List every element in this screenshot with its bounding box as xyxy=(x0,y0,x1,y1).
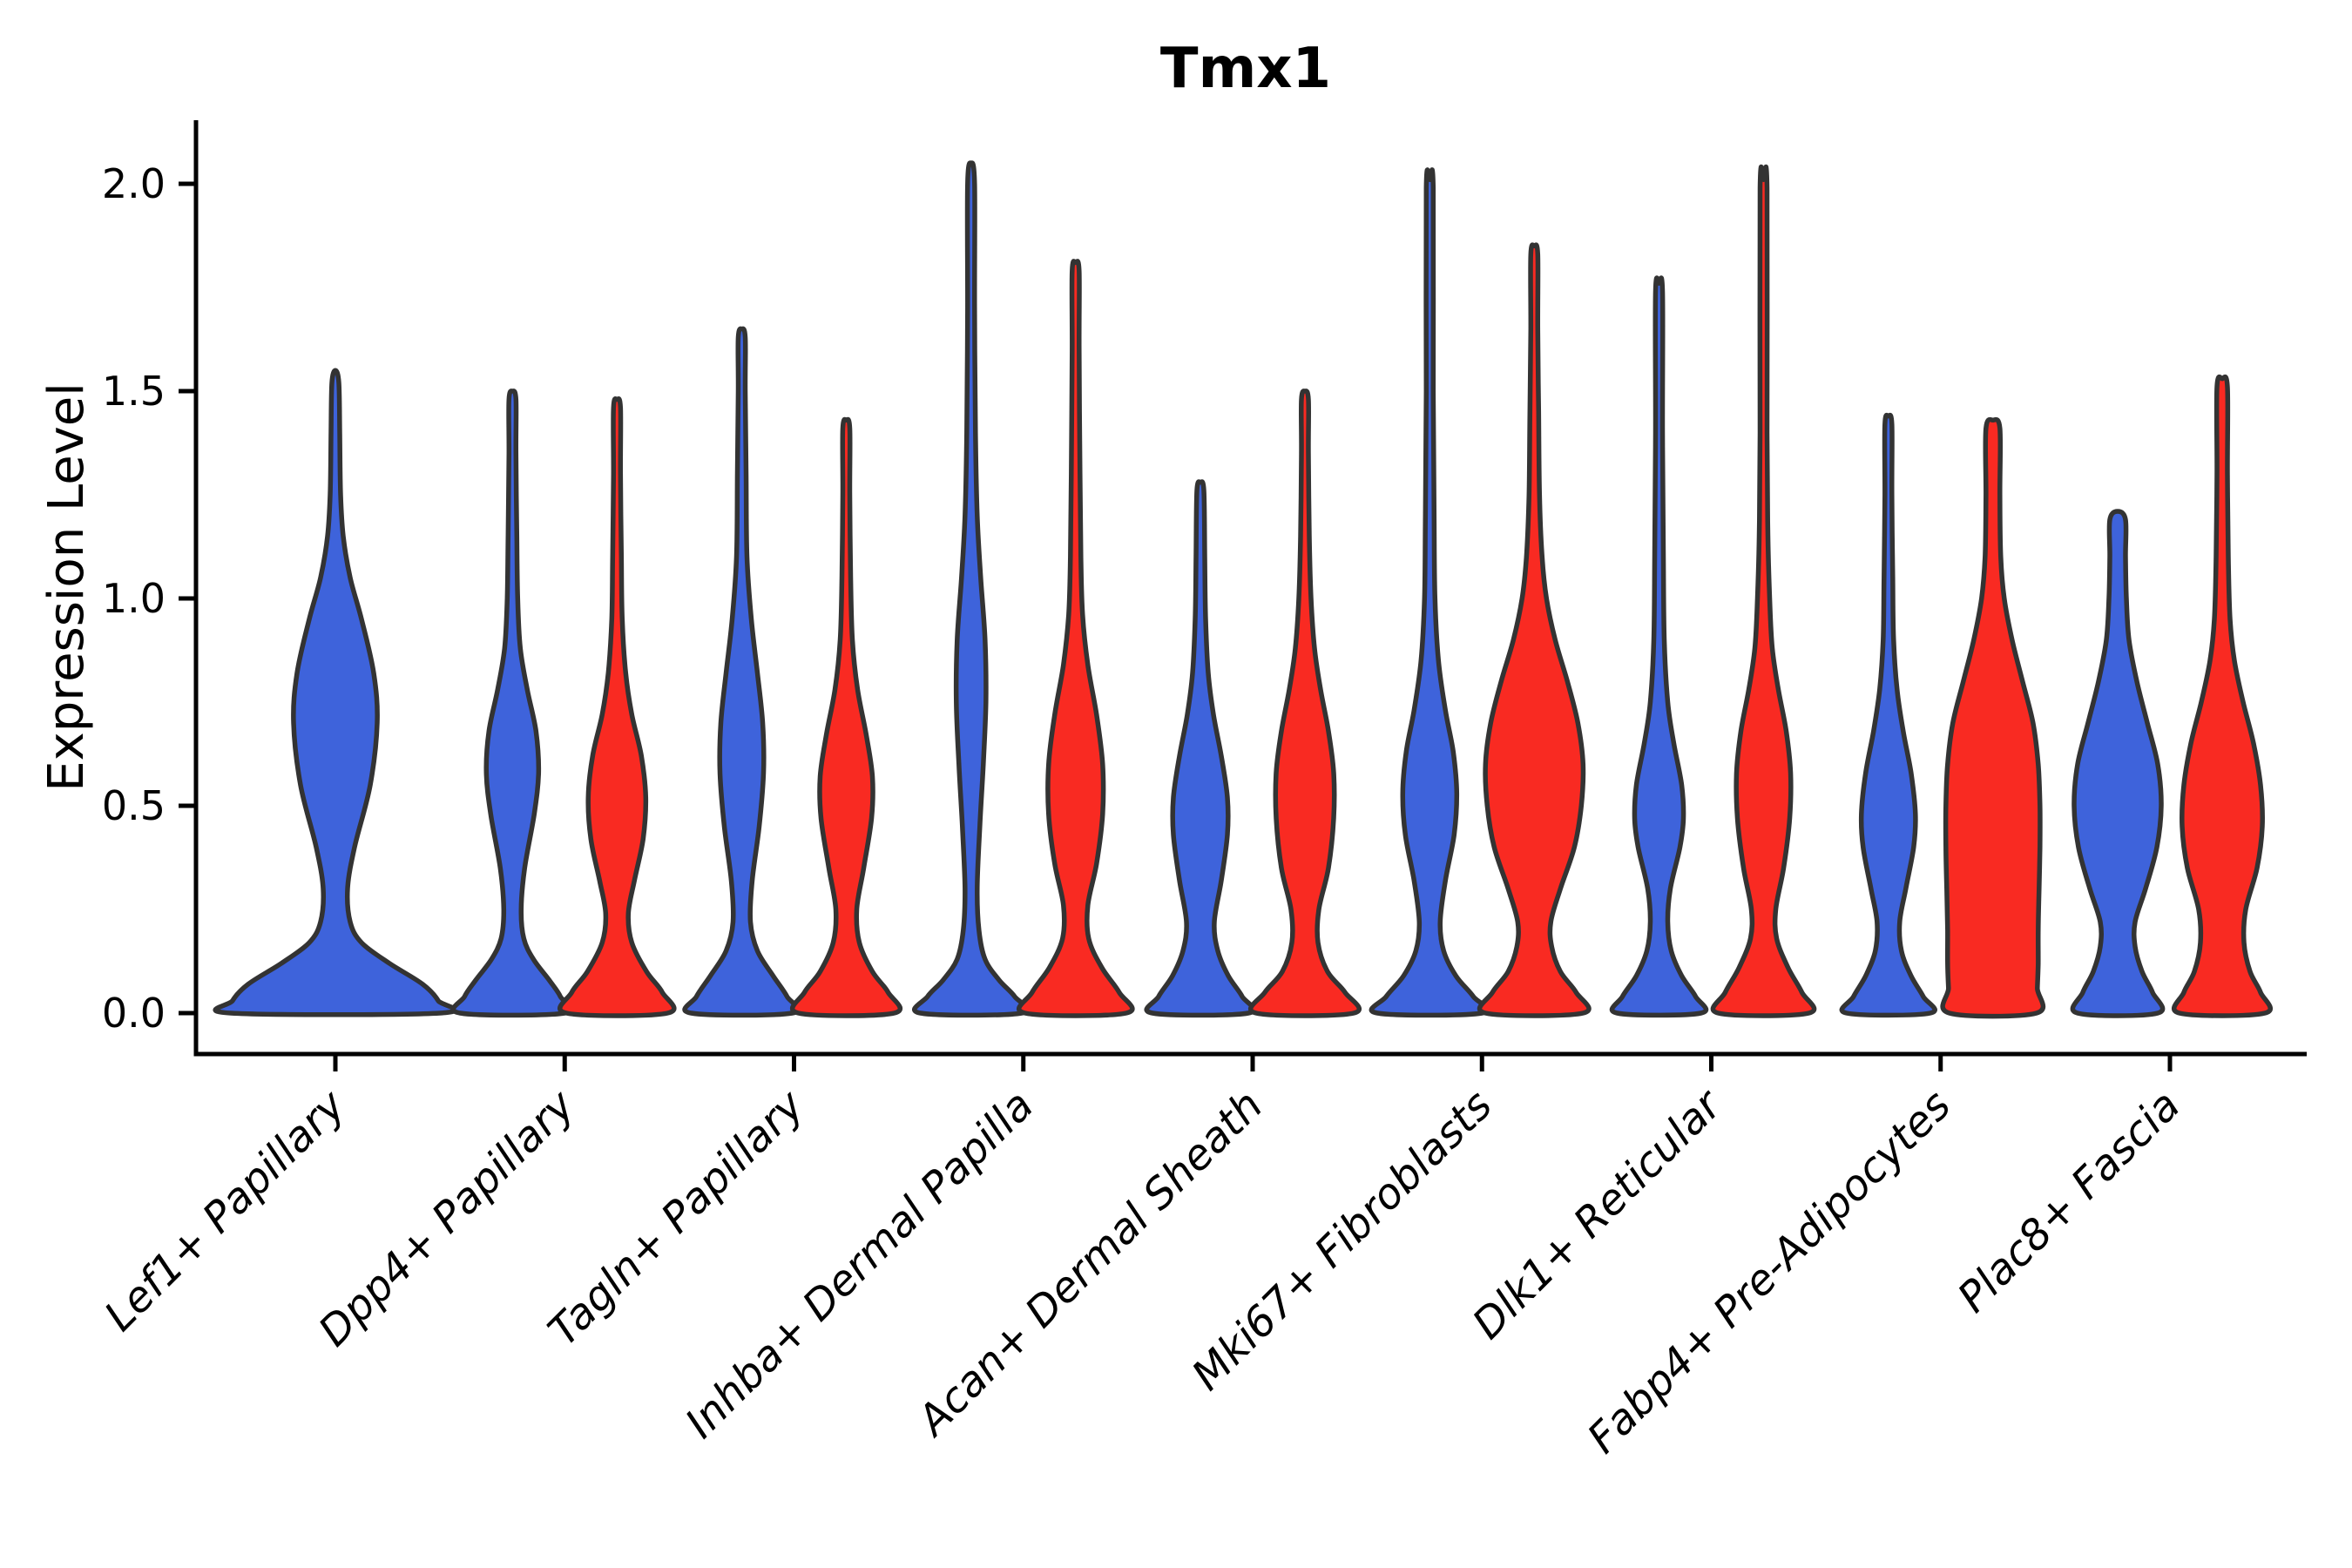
violin-dlk1-reticular-red xyxy=(1710,164,1817,1018)
y-tick-label: 1.0 xyxy=(102,575,166,622)
x-tick-label: Tagln+ Papillary xyxy=(539,1080,814,1355)
violin-tagln-papillary-red xyxy=(789,416,903,1018)
violin-tagln-papillary-blue xyxy=(682,326,801,1018)
violin-mki67-fibroblasts-red xyxy=(1477,242,1592,1018)
violin-lef1-papillary-blue xyxy=(213,368,458,1017)
violin-mki67-fibroblasts-blue xyxy=(1369,167,1490,1018)
y-tick-label: 0.5 xyxy=(102,782,166,829)
violin-fabp4-pre-adipocytes-red xyxy=(1940,416,2046,1019)
violin-plac8-fascia-blue xyxy=(2070,509,2166,1018)
x-tick-label: Plac8+ Fascia xyxy=(1949,1081,2190,1322)
violin-inhba-dermal-papilla-red xyxy=(1017,259,1135,1018)
violin-acan-dermal-sheath-red xyxy=(1247,389,1362,1018)
violin-fabp4-pre-adipocytes-blue xyxy=(1839,412,1937,1018)
violin-dpp4-papillary-blue xyxy=(450,389,574,1018)
y-tick-label: 1.5 xyxy=(102,368,166,415)
violin-inhba-dermal-papilla-blue xyxy=(912,160,1031,1018)
violin-acan-dermal-sheath-blue xyxy=(1144,479,1257,1018)
x-tick-label: Fabp4+ Pre-Adipocytes xyxy=(1578,1081,1961,1463)
y-ticks-layer: 0.0 0.5 1.0 1.5 2.0 xyxy=(102,160,196,1037)
y-tick-label: 2.0 xyxy=(102,160,166,207)
chart-title: Tmx1 xyxy=(1160,37,1331,101)
violin-dlk1-reticular-blue xyxy=(1609,275,1709,1018)
y-axis-label: Expression Level xyxy=(38,382,95,792)
violin-plac8-fascia-red xyxy=(2172,374,2273,1018)
y-tick-label: 0.0 xyxy=(102,990,166,1037)
violin-dpp4-papillary-red xyxy=(558,396,677,1018)
x-tick-label: Dpp4+ Papillary xyxy=(309,1080,585,1355)
x-tick-label: Lef1+ Papillary xyxy=(95,1080,355,1341)
violins-layer xyxy=(213,160,2273,1019)
x-tick-label: Dlk1+ Reticular xyxy=(1463,1079,1734,1349)
